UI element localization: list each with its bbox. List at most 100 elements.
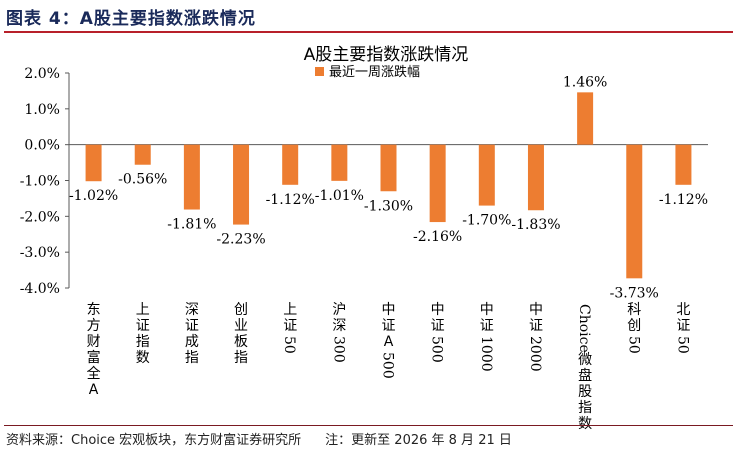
category-label-part: 盘 <box>578 367 592 384</box>
note-text: 注：更新至 2026 年 8 月 21 日 <box>325 433 512 448</box>
category-label-part: 数 <box>578 416 592 432</box>
data-label: -2.23% <box>216 232 265 248</box>
bar <box>675 144 692 185</box>
y-tick-label: 0.0% <box>24 138 60 154</box>
category-label-part: 深 <box>185 302 199 318</box>
category-label-part: 中 <box>529 302 543 318</box>
y-tick-label: 2.0% <box>24 66 60 82</box>
category-label-part: 证 <box>283 318 297 334</box>
category-label-part: 证 <box>480 318 494 334</box>
category-label-part: 中 <box>480 302 494 318</box>
category-label: 北证 50 <box>674 302 690 354</box>
category-label-part: 1000 <box>478 336 494 372</box>
category-label-part: 500 <box>380 352 396 379</box>
footer: 资料来源：Choice 宏观板块，东方财富证券研究所 注：更新至 2026 年 8… <box>6 429 512 448</box>
data-labels-group: -1.02%-0.56%-1.81%-2.23%-1.12% -1.01%-1.3… <box>69 74 708 301</box>
bar <box>577 92 594 145</box>
bar <box>380 144 397 192</box>
y-tick-label: -2.0% <box>20 209 60 225</box>
data-label: 1.46% <box>563 74 607 90</box>
category-label-part: 证 <box>136 318 150 334</box>
data-label: -1.83% <box>511 217 560 233</box>
category-label-part: 创 <box>234 302 248 318</box>
category-label: 中证 500 <box>429 302 445 363</box>
category-label-part: 微 <box>578 352 592 368</box>
category-label-part: 50 <box>674 336 690 354</box>
category-label: 沪深 300 <box>330 302 346 363</box>
data-label: -0.56% <box>118 172 167 188</box>
category-label-part: 指 <box>578 400 592 416</box>
y-tick-label: -1.0% <box>20 174 60 190</box>
bar <box>331 144 348 181</box>
category-label-part: A <box>89 382 99 398</box>
data-label: -1.30% <box>364 198 413 214</box>
category-label-part: 上 <box>283 302 297 318</box>
category-label-part: A <box>384 334 394 350</box>
y-tick-label: -3.0% <box>20 245 60 261</box>
category-label-part: 成 <box>185 334 199 350</box>
bar <box>478 144 495 206</box>
bar <box>85 144 102 182</box>
data-label: -1.70% <box>462 213 511 229</box>
category-label-part: 500 <box>429 336 445 363</box>
category-label-part: 证 <box>185 318 199 334</box>
bar <box>626 144 643 279</box>
data-label: -1.12% <box>266 192 315 208</box>
category-label: 上证 50 <box>281 302 297 354</box>
category-label-part: 2000 <box>527 336 543 372</box>
y-tick-label: -4.0% <box>20 281 60 297</box>
bar <box>134 144 151 165</box>
category-label-part: 方 <box>87 318 101 334</box>
category-label-part: 证 <box>382 318 396 334</box>
category-label-part: 50 <box>625 336 641 354</box>
category-label-part: 证 <box>676 318 690 334</box>
bar <box>429 144 446 223</box>
y-tick-label: 1.0% <box>24 102 60 118</box>
bar <box>183 144 200 210</box>
figure-title: 图表 4：A股主要指数涨跌情况 <box>6 9 256 29</box>
data-label: -2.16% <box>413 229 462 245</box>
source-text: 资料来源：Choice 宏观板块，东方财富证券研究所 <box>6 433 302 448</box>
category-label-part: 股 <box>578 384 592 400</box>
category-label-part: 科 <box>627 302 641 318</box>
data-label: -1.01% <box>315 188 364 204</box>
category-label-part: 上 <box>136 302 150 318</box>
category-label: 中证 1000 <box>478 302 494 372</box>
data-label: -3.73% <box>610 285 659 301</box>
category-label-part: 深 <box>332 318 346 334</box>
bar <box>527 144 544 211</box>
category-label-part: 全 <box>87 365 101 382</box>
bar <box>233 144 250 225</box>
title-rule <box>4 31 733 33</box>
category-label: 中证A 500 <box>380 302 396 379</box>
category-label-part: 东 <box>87 302 101 318</box>
category-label-part: 指 <box>234 350 248 366</box>
bar <box>282 144 299 185</box>
category-label: 科创 50 <box>625 302 641 354</box>
category-label-part: 300 <box>330 336 346 363</box>
chart-title: A股主要指数涨跌情况 <box>304 45 469 65</box>
data-label: -1.12% <box>659 192 708 208</box>
data-label: -1.81% <box>167 217 216 233</box>
category-label-part: 证 <box>431 318 445 334</box>
category-label-part: 指 <box>185 350 199 366</box>
data-label: -1.02% <box>69 188 118 204</box>
legend-swatch <box>315 67 324 76</box>
category-label: 中证 2000 <box>527 302 543 372</box>
category-label-part: 证 <box>529 318 543 334</box>
category-label-part: 50 <box>281 336 297 354</box>
category-label-part: 北 <box>676 302 690 318</box>
category-label-part: 创 <box>627 318 641 334</box>
category-label-part: Choice <box>576 304 592 353</box>
category-label-part: 富 <box>87 349 101 366</box>
category-label-part: 业 <box>234 318 248 334</box>
legend-label: 最近一周涨跌幅 <box>329 64 420 80</box>
category-label-part: 数 <box>136 350 150 366</box>
category-label-part: 板 <box>234 334 248 350</box>
